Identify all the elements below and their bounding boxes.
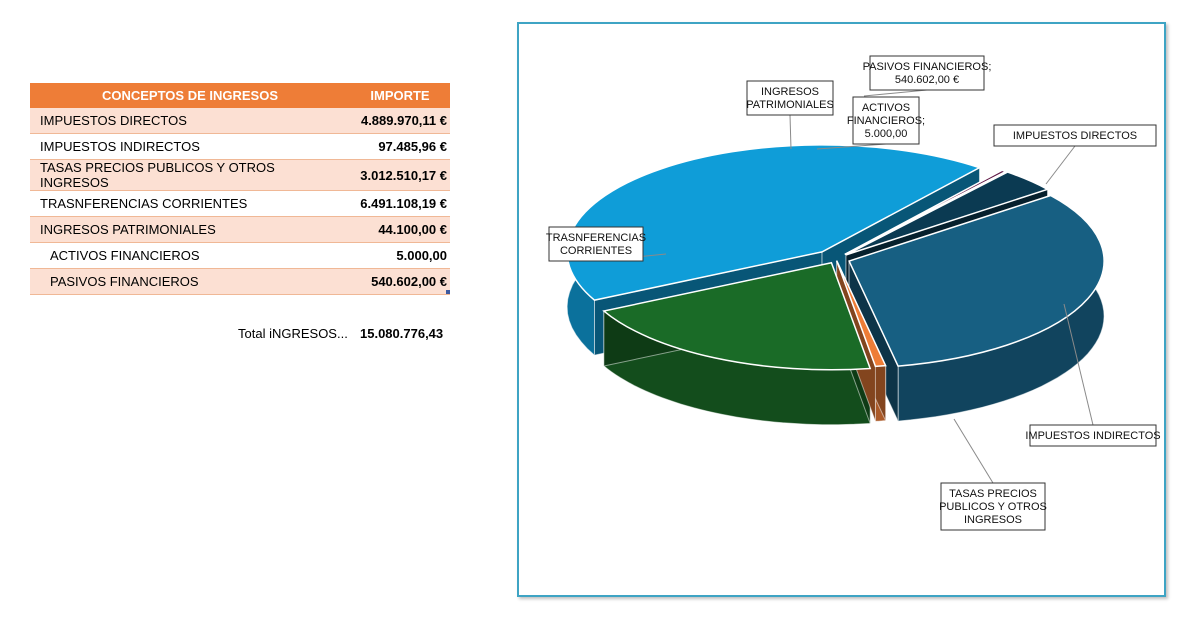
leader-line — [1045, 145, 1076, 185]
leader-line — [816, 143, 887, 150]
row-concept[interactable]: IMPUESTOS INDIRECTOS — [30, 133, 350, 160]
table-row: ACTIVOS FINANCIEROS 5.000,00 — [30, 242, 450, 269]
leader-line — [1063, 303, 1094, 426]
total-value[interactable]: 15.080.776,43 — [360, 326, 444, 341]
row-amount[interactable]: 97.485,96 € — [350, 133, 450, 160]
slice-activos-financieros — [844, 170, 1009, 256]
data-label: TRASNFERENCIAS — [546, 232, 646, 244]
slice-impuestos-directos — [848, 194, 1105, 367]
slice-impuestos-indirectos — [835, 260, 887, 368]
row-amount[interactable]: 6.491.108,19 € — [350, 190, 450, 217]
data-label: IMPUESTOS DIRECTOS — [1013, 130, 1137, 142]
data-label-box — [852, 96, 920, 145]
data-label: INGRESOS — [761, 86, 819, 98]
data-labels: IMPUESTOS DIRECTOS IMPUESTOS INDIRECTOS TA… — [546, 55, 1161, 531]
chart-area[interactable]: IMPUESTOS DIRECTOS IMPUESTOS INDIRECTOS TA… — [517, 22, 1166, 597]
row-concept[interactable]: ACTIVOS FINANCIEROS — [30, 242, 350, 269]
leader-line — [789, 114, 792, 150]
pie-chart: IMPUESTOS DIRECTOS IMPUESTOS INDIRECTOS TA… — [546, 55, 1161, 531]
row-concept[interactable]: TRASNFERENCIAS CORRIENTES — [30, 190, 350, 217]
data-label: FINANCIEROS; — [847, 115, 925, 127]
table-row: INGRESOS PATRIMONIALES 44.100,00 € — [30, 216, 450, 243]
data-label: CORRIENTES — [560, 245, 632, 257]
slice-pasivos-financieros — [845, 171, 1050, 256]
data-label-box — [993, 124, 1157, 147]
data-label: PUBLICOS Y OTROS — [939, 501, 1047, 513]
row-amount[interactable]: 4.889.970,11 € — [350, 108, 450, 134]
data-label-box — [869, 55, 985, 91]
row-concept[interactable]: IMPUESTOS DIRECTOS — [30, 108, 350, 134]
data-label: 5.000,00 — [865, 128, 908, 140]
row-concept[interactable]: PASIVOS FINANCIEROS — [30, 268, 350, 295]
table-row: IMPUESTOS DIRECTOS 4.889.970,11 € — [30, 108, 450, 134]
table-row: IMPUESTOS INDIRECTOS 97.485,96 € — [30, 133, 450, 160]
data-label: 540.602,00 € — [895, 74, 959, 86]
row-amount[interactable]: 540.602,00 € — [350, 268, 450, 295]
row-concept[interactable]: INGRESOS PATRIMONIALES — [30, 216, 350, 243]
table-header-row: CONCEPTOS DE INGRESOS IMPORTE — [30, 83, 450, 108]
data-label: ACTIVOS — [862, 102, 910, 114]
row-concept[interactable]: TASAS PRECIOS PUBLICOS Y OTROS INGRESOS — [30, 159, 350, 191]
data-label: PATRIMONIALES — [746, 99, 834, 111]
pie-tops — [566, 144, 1105, 371]
slice-tasas-precios-publicos-y-otros-ingresos — [602, 261, 872, 371]
column-header-amount: IMPORTE — [350, 83, 450, 108]
row-amount[interactable]: 5.000,00 — [350, 242, 450, 269]
row-amount[interactable]: 44.100,00 € — [350, 216, 450, 243]
table-row: TASAS PRECIOS PUBLICOS Y OTROS INGRESOS … — [30, 159, 450, 191]
total-label[interactable]: Total iNGRESOS... — [238, 326, 348, 341]
row-amount[interactable]: 3.012.510,17 € — [350, 159, 450, 191]
data-label-box — [548, 226, 644, 262]
data-label: TASAS PRECIOS — [949, 488, 1037, 500]
income-table: CONCEPTOS DE INGRESOS IMPORTE IMPUESTOS … — [30, 83, 450, 295]
data-label-box — [1029, 424, 1157, 447]
data-label-box — [940, 482, 1046, 531]
leader-line — [863, 89, 928, 97]
table-row: PASIVOS FINANCIEROS 540.602,00 € — [30, 268, 450, 295]
leader-line — [953, 418, 994, 484]
data-label: PASIVOS FINANCIEROS; — [863, 61, 992, 73]
data-label-box — [746, 80, 834, 116]
data-label: INGRESOS — [964, 514, 1022, 526]
data-label: IMPUESTOS INDIRECTOS — [1025, 430, 1160, 442]
column-header-concept: CONCEPTOS DE INGRESOS — [30, 83, 350, 108]
table-row: TRASNFERENCIAS CORRIENTES 6.491.108,19 € — [30, 190, 450, 217]
